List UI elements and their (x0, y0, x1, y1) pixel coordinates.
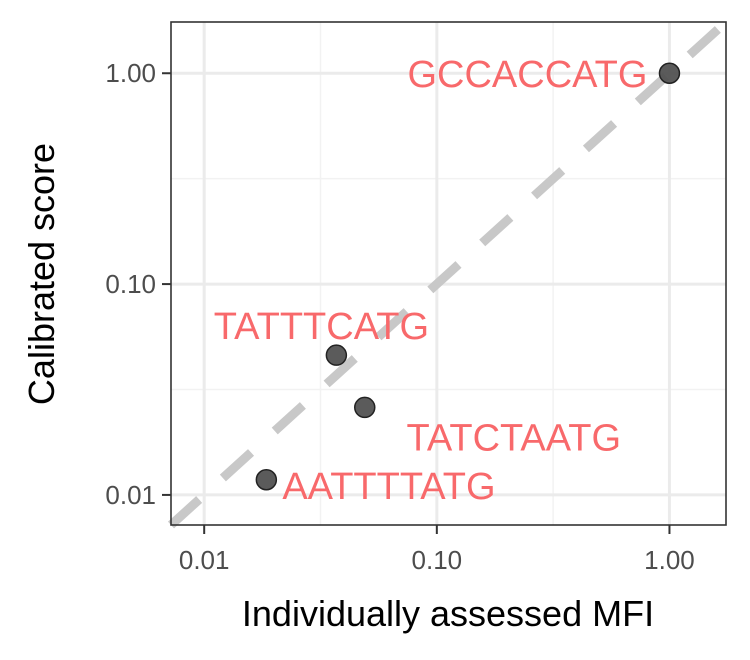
identity-reference-line (167, 18, 730, 529)
grid-lines (171, 22, 726, 525)
plot-panel-border (170, 21, 727, 526)
point-label: AATTTTATG (282, 466, 495, 508)
point-label: TATCTAATG (406, 417, 621, 459)
y-tick-label: 0.01 (105, 480, 156, 510)
point-label: GCCACCATG (407, 54, 647, 96)
point-labels: GCCACCATG TATTTCATG TATCTAATG AATTTTATG (214, 54, 648, 508)
data-point (658, 62, 681, 84)
data-points (255, 62, 681, 491)
x-tick-label: 1.00 (644, 545, 695, 575)
data-point (325, 344, 348, 366)
x-axis-title: Individually assessed MFI (242, 593, 654, 634)
data-point (255, 469, 278, 491)
point-label: TATTTCATG (214, 306, 429, 348)
y-tick-label: 1.00 (105, 58, 156, 88)
data-point (354, 396, 376, 419)
x-tick-label: 0.10 (412, 545, 463, 575)
y-axis-title: Calibrated score (21, 143, 62, 405)
y-tick-label: 0.10 (105, 269, 156, 299)
axes: 0.01 0.10 1.00 0.01 0.10 1.00 (105, 58, 694, 575)
x-tick-label: 0.01 (179, 545, 230, 575)
